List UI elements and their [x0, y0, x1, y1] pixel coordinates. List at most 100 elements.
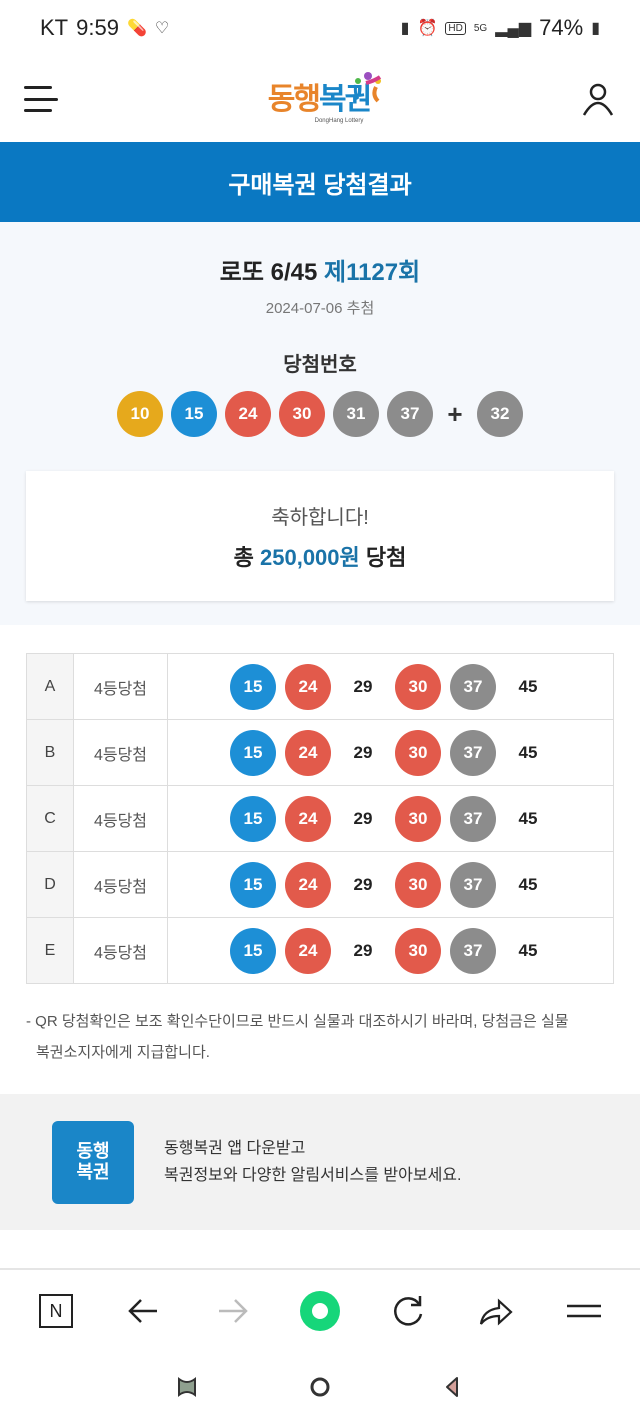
matched-ball: 37 — [450, 729, 496, 776]
back-icon[interactable] — [119, 1286, 169, 1336]
winning-ball: 37 — [387, 391, 433, 437]
matched-ball: 37 — [450, 795, 496, 842]
unmatched-number: 29 — [353, 940, 373, 960]
unmatched-number: 29 — [353, 742, 373, 762]
matched-ball: 15 — [230, 663, 276, 710]
matched-ball: 30 — [395, 861, 441, 908]
matched-ball: 24 — [285, 795, 331, 842]
matched-ball: 37 — [450, 927, 496, 974]
home-icon[interactable] — [308, 1375, 332, 1399]
ticket-key: E — [26, 917, 74, 984]
notice-line-2: 복권소지자에게 지급합니다. — [36, 1044, 210, 1061]
app-download-banner[interactable]: 동행 복권 동행복권 앱 다운받고 복권정보와 다양한 알림서비스를 받아보세요. — [0, 1094, 640, 1230]
page-title: 구매복권 당첨결과 — [228, 171, 412, 199]
naver-n-icon[interactable]: N — [31, 1286, 81, 1336]
unmatched-number: 45 — [518, 940, 538, 960]
ticket-key: A — [26, 653, 74, 720]
matched-ball: 15 — [230, 927, 276, 974]
ticket-rank: 4등당첨 — [73, 785, 168, 852]
notice: - QR 당첨확인은 보조 확인수단이므로 반드시 실물과 대조하시기 바라며,… — [0, 984, 640, 1068]
congrats-text: 축하합니다! — [271, 506, 369, 529]
hamburger-icon[interactable] — [24, 86, 58, 112]
banner-text: 동행복권 앱 다운받고 복권정보와 다양한 알림서비스를 받아보세요. — [164, 1135, 461, 1189]
matched-ball: 24 — [285, 927, 331, 974]
browser-toolbar: N — [0, 1268, 640, 1352]
system-back-icon[interactable] — [441, 1375, 465, 1399]
unmatched-number: 45 — [518, 808, 538, 828]
game-name: 로또 6/45 — [219, 259, 318, 286]
menu-icon[interactable] — [559, 1286, 609, 1336]
ticket-key: C — [26, 785, 74, 852]
unmatched-number: 29 — [353, 808, 373, 828]
unmatched-number: 45 — [518, 742, 538, 762]
matched-ball: 24 — [285, 861, 331, 908]
status-bar: KT 9:59 💊 ♡ ▮ ⏰ HD 5G ▂▄▆ 74% ▮ — [0, 0, 640, 56]
logo-subtitle: DongHang Lottery — [314, 118, 364, 124]
ticket-rank: 4등당첨 — [73, 653, 168, 720]
winning-ball: 15 — [171, 391, 217, 437]
battery-icon: ▮ — [591, 20, 600, 37]
matched-ball: 30 — [395, 663, 441, 710]
table-row: C 4등당첨 15 24 29 30 37 45 — [26, 785, 614, 852]
matched-ball: 15 — [230, 795, 276, 842]
app-logo-icon[interactable]: 동행 복권 — [52, 1120, 134, 1204]
notice-line-1: - QR 당첨확인은 보조 확인수단이므로 반드시 실물과 대조하시기 바라며,… — [26, 1013, 569, 1030]
signal-icon: ▂▄▆ — [495, 20, 532, 37]
draw-title: 로또 6/45 제1127회 — [26, 252, 614, 287]
app-icon-text-1: 동행 — [76, 1141, 110, 1161]
bonus-ball: 32 — [477, 391, 523, 437]
alarm-icon: ⏰ — [417, 20, 438, 37]
winning-ball: 31 — [333, 391, 379, 437]
green-dot-home-icon[interactable] — [295, 1286, 345, 1336]
winning-numbers-label: 당첨번호 — [283, 354, 357, 376]
forward-icon[interactable] — [207, 1286, 257, 1336]
ticket-numbers-cell: 15 24 29 30 37 45 — [167, 917, 614, 984]
winning-numbers: 10 15 24 30 31 37 + 32 — [26, 391, 614, 437]
recent-apps-icon[interactable] — [175, 1375, 199, 1399]
matched-ball: 24 — [285, 729, 331, 776]
table-row: E 4등당첨 15 24 29 30 37 45 — [26, 917, 614, 984]
unmatched-number: 45 — [518, 874, 538, 894]
logo-figures-icon — [354, 72, 382, 103]
logo[interactable]: 동행복권 DongHang Lottery — [268, 69, 382, 129]
matched-ball: 24 — [285, 663, 331, 710]
ticket-key: B — [26, 719, 74, 786]
matched-ball: 30 — [395, 927, 441, 974]
ticket-numbers-cell: 15 24 29 30 37 45 — [167, 851, 614, 918]
prize-amount: 250,000원 — [260, 544, 360, 570]
banner-line-1: 동행복권 앱 다운받고 — [164, 1140, 306, 1157]
unmatched-number: 29 — [353, 874, 373, 894]
matched-ball: 30 — [395, 795, 441, 842]
app-header: 동행복권 DongHang Lottery — [0, 56, 640, 142]
matched-ball: 15 — [230, 729, 276, 776]
unmatched-number: 29 — [353, 676, 373, 696]
unmatched-number: 45 — [518, 676, 538, 696]
battery-saver-icon: ▮ — [400, 20, 410, 37]
ticket-table-wrap: A 4등당첨 15 24 29 30 37 45 B 4등당첨 15 24 29 30 37 45 C 4등당첨 1… — [0, 625, 640, 984]
carrier: KT — [40, 15, 69, 40]
ticket-numbers-cell: 15 24 29 30 37 45 — [167, 653, 614, 720]
pill-icon: 💊 — [126, 20, 147, 37]
winning-ball: 10 — [117, 391, 163, 437]
user-icon[interactable] — [580, 81, 616, 117]
5g-icon: 5G — [473, 22, 488, 34]
app-icon-text-2: 복권 — [76, 1162, 110, 1182]
plus-icon: + — [447, 398, 463, 429]
winning-ball: 24 — [225, 391, 271, 437]
reload-icon[interactable] — [383, 1286, 433, 1336]
battery-percent: 74% — [539, 15, 584, 40]
logo-text-blue: 복권 — [319, 83, 372, 116]
draw-summary: 로또 6/45 제1127회 2024-07-06 추첨 당첨번호 10 15 … — [0, 222, 640, 625]
table-row: D 4등당첨 15 24 29 30 37 45 — [26, 851, 614, 918]
page-title-bar: 구매복권 당첨결과 — [0, 142, 640, 222]
ticket-numbers-cell: 15 24 29 30 37 45 — [167, 719, 614, 786]
winning-ball: 30 — [279, 391, 325, 437]
table-row: B 4등당첨 15 24 29 30 37 45 — [26, 719, 614, 786]
clock: 9:59 — [76, 15, 119, 40]
matched-ball: 15 — [230, 861, 276, 908]
draw-round: 제1127회 — [323, 259, 421, 286]
ticket-rank: 4등당첨 — [73, 719, 168, 786]
result-box: 축하합니다! 총 250,000원 당첨 — [26, 471, 614, 601]
heart-icon: ♡ — [154, 20, 170, 37]
share-icon[interactable] — [471, 1286, 521, 1336]
